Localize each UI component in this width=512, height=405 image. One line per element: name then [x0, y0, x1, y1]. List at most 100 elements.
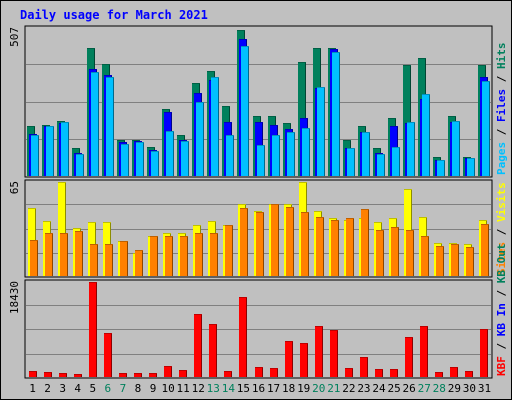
bar-visits-day-20-top [314, 211, 322, 212]
bar-pages-day-28-shade [444, 160, 445, 176]
bar-hits-day-7-top [117, 140, 125, 141]
x-tick-day-1: 1 [29, 382, 36, 395]
bar-kbf-day-28-top [435, 372, 443, 373]
bar-kbf-day-5-shade [96, 282, 97, 377]
bar-hits-day-12-top [192, 83, 200, 84]
bar-pages-day-7 [121, 144, 129, 176]
bar-sites-day-10-top [165, 236, 173, 237]
bar-sites-day-29 [451, 244, 459, 276]
bar-sites-day-17-shade [278, 204, 279, 276]
bar-sites-day-28-top [436, 246, 444, 247]
bar-sites-day-23-shade [368, 209, 369, 276]
bar-kbf-day-10 [164, 366, 172, 377]
bar-kbf-day-27 [420, 326, 428, 377]
bar-sites-day-16-shade [263, 212, 264, 276]
bar-visits-day-3-top [58, 182, 66, 183]
panel-3-legend: KBF / KB In / KB Out [495, 244, 508, 377]
bar-pages-day-26-shade [414, 122, 415, 176]
bar-sites-day-2 [45, 233, 53, 276]
bar-visits-day-2-top [43, 221, 51, 222]
bar-kbf-day-3-top [59, 373, 67, 374]
bar-visits-day-18-top [284, 204, 292, 205]
bar-pages-day-9-top [151, 151, 159, 152]
bar-kbf-day-24-shade [382, 369, 383, 377]
bar-pages-day-26-top [407, 122, 415, 123]
bar-files-day-12-top [194, 93, 202, 94]
bar-hits-day-21-top [328, 48, 336, 49]
bar-hits-day-30-top [463, 157, 471, 158]
bar-visits-day-21-top [329, 218, 337, 219]
bar-sites-day-8-top [135, 250, 143, 251]
bar-sites-day-26 [406, 230, 414, 276]
bar-hits-day-26-top [403, 65, 411, 66]
bar-kbf-day-25-top [390, 369, 398, 370]
bar-visits-day-31-top [479, 220, 487, 221]
bar-pages-day-20 [317, 87, 325, 176]
bar-sites-day-13-top [210, 233, 218, 234]
bar-pages-day-7-shade [128, 144, 129, 176]
bar-kbf-day-29 [450, 367, 458, 377]
bar-kbf-day-25 [390, 369, 398, 377]
bar-sites-day-24 [376, 230, 384, 276]
bar-pages-day-15-shade [248, 46, 249, 176]
bar-sites-day-6-top [105, 244, 113, 245]
bar-pages-day-19-shade [309, 128, 310, 176]
bar-visits-day-3 [58, 182, 66, 276]
bar-files-day-8-top [134, 141, 142, 142]
bar-kbf-day-28 [435, 372, 443, 377]
bar-sites-day-23 [361, 209, 369, 276]
bar-hits-day-26 [403, 65, 411, 176]
bar-pages-day-23-top [362, 132, 370, 133]
x-tick-day-13: 13 [207, 382, 220, 395]
bar-kbf-day-11 [179, 370, 187, 377]
panel-1: 507 Pages / Files / Hits [8, 25, 508, 178]
bar-pages-day-4-shade [83, 154, 84, 176]
bar-hits-day-3-top [57, 121, 65, 122]
bar-sites-day-10 [165, 236, 173, 276]
bar-files-day-31-top [480, 77, 488, 78]
bar-sites-day-11 [180, 236, 188, 276]
bar-kbf-day-8 [134, 373, 142, 377]
bar-sites-day-5-top [90, 244, 98, 245]
bar-pages-day-30 [467, 158, 475, 176]
bar-hits-day-4-top [72, 148, 80, 149]
bar-sites-day-24-shade [383, 230, 384, 276]
bar-visits-day-25-top [389, 218, 397, 219]
bar-files-day-19-top [300, 118, 308, 119]
bar-hits-day-8-top [132, 140, 140, 141]
bar-hits-day-28-top [433, 157, 441, 158]
bar-sites-day-17-top [271, 204, 279, 205]
bar-sites-day-7 [120, 241, 128, 276]
bar-pages-day-7-top [121, 144, 129, 145]
bar-kbf-day-10-top [164, 366, 172, 367]
bar-kbf-day-9-shade [156, 373, 157, 377]
bar-kbf-day-16-shade [262, 367, 263, 377]
bar-kbf-day-17 [270, 368, 278, 377]
bar-sites-day-30-top [466, 247, 474, 248]
bar-pages-day-5-top [91, 72, 99, 73]
bar-kbf-day-17-shade [277, 368, 278, 377]
bar-sites-day-28 [436, 246, 444, 276]
bar-pages-day-11 [181, 141, 189, 176]
panel-2-legend: Sites / Visits [495, 182, 508, 275]
x-tick-day-21: 21 [327, 382, 340, 395]
bar-kbf-day-31-top [480, 329, 488, 330]
bar-visits-day-10-top [163, 233, 171, 234]
bar-pages-day-2 [46, 126, 54, 176]
bar-files-day-16-top [255, 122, 263, 123]
panel-3-legend-part-1: KBF [495, 356, 508, 376]
bar-sites-day-30 [466, 247, 474, 276]
bar-kbf-day-10-shade [171, 366, 172, 377]
bar-kbf-day-6-top [104, 333, 112, 334]
bar-pages-day-21-shade [339, 52, 340, 176]
bar-sites-day-16 [256, 212, 264, 276]
bar-kbf-day-18-shade [292, 341, 293, 377]
x-tick-day-8: 8 [135, 382, 142, 395]
x-tick-day-25: 25 [387, 382, 400, 395]
bar-kbf-day-15-top [239, 297, 247, 298]
bar-kbf-day-6 [104, 333, 112, 377]
bar-sites-day-9-top [150, 236, 158, 237]
bar-hits-day-18-top [283, 123, 291, 124]
